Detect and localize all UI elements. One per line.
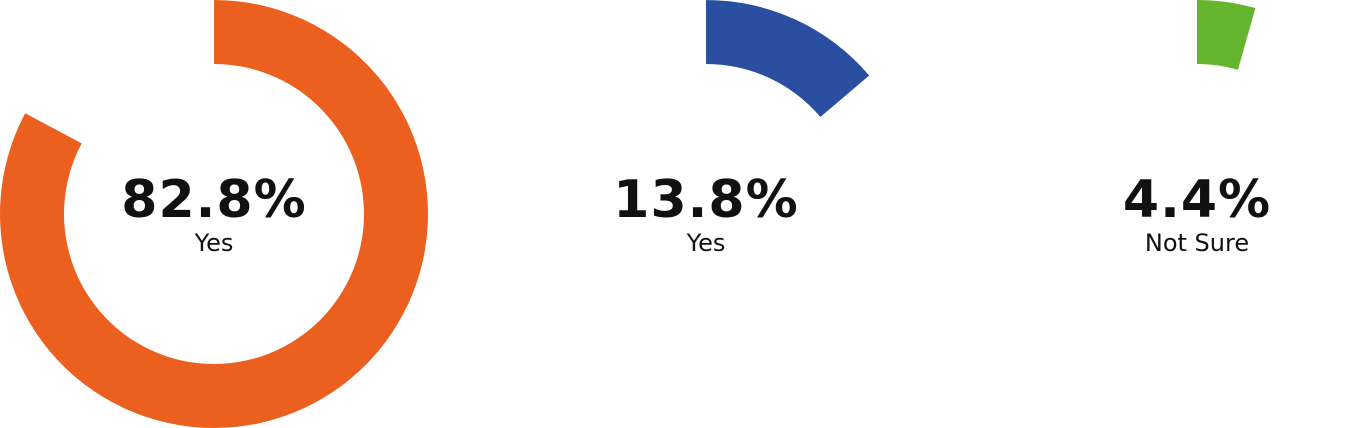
- donut-value-1: 82.8%: [121, 170, 306, 230]
- donut-value-3: 4.4%: [1123, 170, 1271, 230]
- donut-arc-3: [1197, 0, 1256, 70]
- donut-group-3: 4.4% Not Sure: [1123, 0, 1271, 257]
- donut-value-2: 13.8%: [613, 170, 798, 230]
- donut-group-1: 82.8% Yes: [0, 0, 428, 428]
- donut-label-2: Yes: [686, 229, 726, 257]
- donut-arc-2: [706, 0, 870, 117]
- donut-label-1: Yes: [194, 229, 234, 257]
- donut-group-2: 13.8% Yes: [613, 0, 870, 257]
- donut-label-3: Not Sure: [1145, 229, 1249, 257]
- donut-arc-1: [0, 0, 428, 428]
